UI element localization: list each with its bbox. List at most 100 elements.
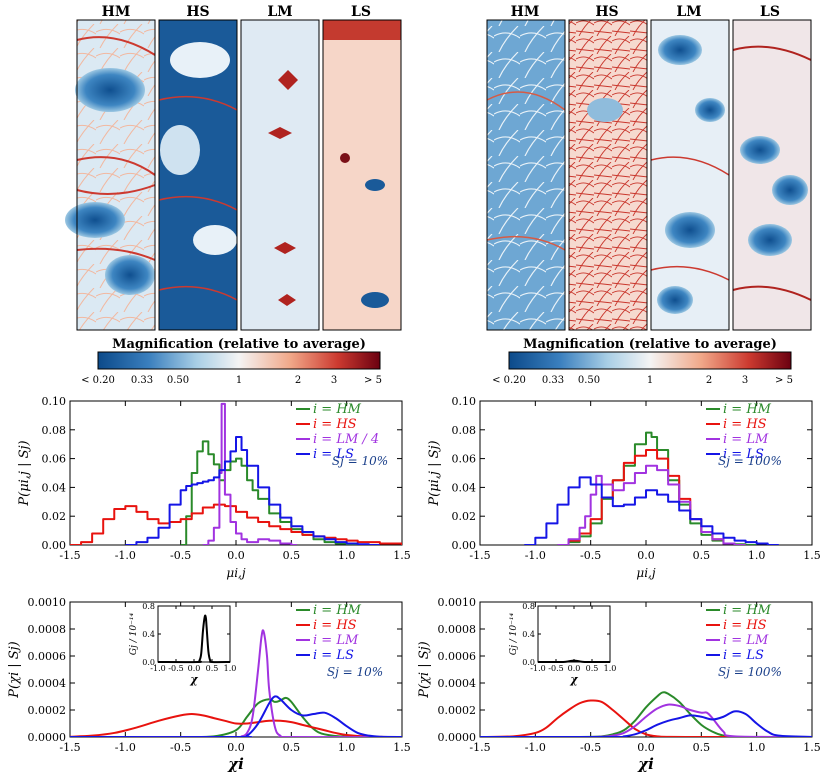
x-tick-label: 0.0 bbox=[637, 549, 655, 562]
legend-label: i = HM bbox=[313, 402, 362, 417]
legend-label: i = LS bbox=[313, 447, 354, 462]
y-axis-label: P(μi,j | Sj) bbox=[17, 440, 32, 506]
x-tick-label: 1.5 bbox=[803, 741, 821, 754]
annotation: Sj = 10% bbox=[327, 665, 383, 679]
legend-label: i = LS bbox=[313, 648, 354, 663]
y-tick-label: 0.8 bbox=[142, 602, 155, 611]
y-tick-label: 0.08 bbox=[452, 424, 477, 437]
map-panel-hm-right bbox=[486, 19, 566, 331]
series-line-ls bbox=[480, 710, 812, 737]
x-tick-label: -1.5 bbox=[59, 549, 80, 562]
colorbar-tick: 0.50 bbox=[578, 375, 600, 386]
x-tick-label: -1.0 bbox=[115, 549, 136, 562]
x-tick-label: 1.5 bbox=[393, 741, 411, 754]
series-line-ls bbox=[70, 695, 402, 737]
legend-label: i = LM bbox=[313, 633, 359, 648]
legend-label: i = LM / 4 bbox=[313, 432, 379, 447]
x-tick-label: 1.5 bbox=[393, 549, 411, 562]
map-label-hs-left: HS bbox=[186, 4, 209, 20]
series-line-lm bbox=[480, 703, 812, 737]
y-tick-label: 0.0002 bbox=[28, 704, 67, 717]
inset-x-label: χ bbox=[189, 673, 198, 686]
x-tick-label: -1.0 bbox=[150, 664, 165, 673]
y-tick-label: 0.0008 bbox=[28, 623, 67, 636]
x-tick-label: 0.5 bbox=[206, 664, 219, 673]
x-tick-label: -0.5 bbox=[170, 549, 191, 562]
chart-mu-left: -1.5 -1.0 -0.5 0.0 0.5 1.0 1.5 0.00 0.02 0.04 0.06… bbox=[17, 395, 411, 580]
x-tick-label: 0.0 bbox=[568, 664, 581, 673]
y-tick-label: 0.10 bbox=[452, 395, 477, 408]
series-group bbox=[480, 691, 812, 737]
series-line-lm bbox=[557, 464, 746, 545]
colorbar-tick: 0.33 bbox=[542, 375, 564, 386]
x-tick-label: 0.5 bbox=[693, 549, 711, 562]
x-tick-label: 1.0 bbox=[338, 741, 356, 754]
x-tick-label: -0.5 bbox=[580, 549, 601, 562]
x-tick-label: 1.0 bbox=[338, 549, 356, 562]
x-tick-label: 0.0 bbox=[227, 549, 245, 562]
map-panel-ls-left bbox=[322, 19, 402, 331]
colorbar-tick: 2 bbox=[295, 375, 301, 386]
chart-chi-right: -1.5 -1.0 -0.5 0.0 0.5 1.0 1.50.00000.00020.00… bbox=[417, 596, 821, 773]
colorbar-tick: 3 bbox=[742, 375, 748, 386]
x-tick-label: 0.0 bbox=[188, 664, 201, 673]
y-tick-label: 0.0010 bbox=[438, 596, 477, 609]
y-tick-label: 0.0004 bbox=[438, 677, 477, 690]
colorbar-ticks-left: < 0.20 0.33 0.50 1 2 3 > 5 bbox=[81, 375, 382, 386]
x-tick-label: 1.0 bbox=[224, 664, 237, 673]
legend-label: i = HS bbox=[313, 618, 357, 633]
inset-background bbox=[538, 606, 610, 662]
y-tick-label: 0.0006 bbox=[438, 650, 477, 663]
x-tick-label: 0.5 bbox=[283, 741, 301, 754]
x-tick-label: 0.5 bbox=[693, 741, 711, 754]
legend-label: i = LM bbox=[723, 432, 769, 447]
x-tick-label: 0.0 bbox=[637, 741, 655, 754]
y-axis-label: P(χi | Sj) bbox=[7, 641, 22, 699]
y-tick-label: 0.0004 bbox=[28, 677, 67, 690]
x-tick-label: -1.0 bbox=[525, 741, 546, 754]
inset-y-label: Gj / 10⁻¹⁴ bbox=[129, 613, 139, 656]
y-tick-label: 0.10 bbox=[42, 395, 67, 408]
series-line-ls bbox=[524, 476, 779, 545]
chart-chi-left: -1.5 -1.0 -0.5 0.0 0.5 1.0 1.50.00000.00020.00… bbox=[7, 596, 411, 773]
maps-left: HM HS LM LS bbox=[65, 4, 402, 386]
x-tick-label: -0.5 bbox=[168, 664, 183, 673]
colorbar-ticks-right: < 0.20 0.33 0.50 1 2 3 > 5 bbox=[492, 375, 793, 386]
x-tick-label: 0.0 bbox=[227, 741, 245, 754]
map-label-hs-right: HS bbox=[595, 4, 618, 20]
colorbar-tick: 1 bbox=[236, 375, 242, 386]
series-group bbox=[70, 629, 402, 737]
y-tick-label: 0.0000 bbox=[438, 731, 477, 744]
colorbar-tick: 1 bbox=[647, 375, 653, 386]
x-axis-label: χi bbox=[227, 755, 244, 773]
y-tick-label: 0.0008 bbox=[438, 623, 477, 636]
map-label-lm-left: LM bbox=[267, 4, 292, 20]
y-tick-label: 0.00 bbox=[452, 539, 477, 552]
y-tick-label: 0.4 bbox=[142, 630, 155, 639]
y-tick-label: 0.02 bbox=[42, 510, 67, 523]
series-line-hm bbox=[480, 691, 812, 737]
map-panel-hs-left bbox=[158, 19, 238, 331]
map-panel-hs-right bbox=[568, 19, 648, 331]
map-label-ls-right: LS bbox=[760, 4, 780, 20]
annotation: Sj = 100% bbox=[718, 454, 782, 468]
y-tick-label: 0.0006 bbox=[28, 650, 67, 663]
legend-label: i = LS bbox=[723, 648, 764, 663]
series-line-hs bbox=[70, 503, 402, 545]
colorbar-tick: > 5 bbox=[775, 375, 793, 386]
y-tick-label: 0.04 bbox=[42, 481, 67, 494]
series-line-hs bbox=[70, 713, 402, 737]
map-panel-lm-left bbox=[240, 19, 320, 331]
x-tick-label: 0.5 bbox=[283, 549, 301, 562]
inset-chart: -1.0 -0.5 0.0 0.5 1.0 0.0 0.4 0.8 χ Gj / 10⁻¹⁴ bbox=[129, 602, 236, 686]
x-tick-label: -0.5 bbox=[548, 664, 563, 673]
inset-curve bbox=[537, 659, 611, 664]
x-tick-label: 1.5 bbox=[803, 549, 821, 562]
y-tick-label: 0.0 bbox=[142, 658, 155, 667]
colorbar-right bbox=[508, 351, 792, 370]
x-tick-label: -1.5 bbox=[59, 741, 80, 754]
colorbar-left bbox=[97, 351, 381, 370]
x-tick-label: -1.0 bbox=[530, 664, 545, 673]
x-tick-label: 1.0 bbox=[604, 664, 617, 673]
